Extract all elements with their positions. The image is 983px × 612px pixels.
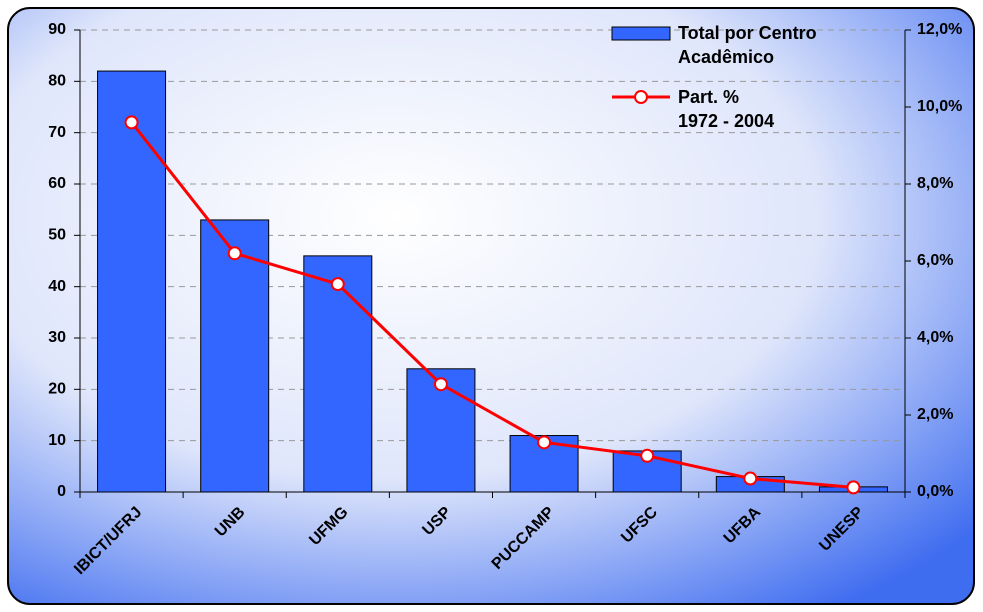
y-tick-label: 80 <box>48 73 66 90</box>
y2-tick-label: 10,0% <box>917 98 962 115</box>
marker <box>537 435 552 450</box>
marker <box>640 448 655 463</box>
marker <box>743 471 758 486</box>
y2-tick-label: 2,0% <box>917 406 953 423</box>
y2-tick-label: 6,0% <box>917 252 953 269</box>
marker <box>330 277 345 292</box>
bar <box>200 219 270 493</box>
bar <box>303 255 373 493</box>
y-tick-label: 40 <box>48 278 66 295</box>
marker <box>846 480 861 495</box>
y2-tick-label: 8,0% <box>917 175 953 192</box>
y-tick-label: 30 <box>48 329 66 346</box>
marker <box>227 246 242 261</box>
y-tick-label: 0 <box>57 483 66 500</box>
y-tick-label: 20 <box>48 381 66 398</box>
bar <box>97 70 167 493</box>
y-tick-label: 70 <box>48 124 66 141</box>
y-tick-label: 10 <box>48 432 66 449</box>
legend-marker <box>634 90 648 104</box>
y-tick-label: 90 <box>48 21 66 38</box>
marker <box>433 377 448 392</box>
legend-swatch <box>611 26 671 41</box>
line <box>130 121 854 489</box>
marker <box>124 115 139 130</box>
y2-tick-label: 0,0% <box>917 483 953 500</box>
y2-tick-label: 4,0% <box>917 329 953 346</box>
legend-label: Part. % 1972 - 2004 <box>678 87 775 131</box>
legend-label: Total por Centro Acadêmico <box>678 23 817 67</box>
y2-tick-label: 12,0% <box>917 21 962 38</box>
y-tick-label: 50 <box>48 227 66 244</box>
y-tick-label: 60 <box>48 175 66 192</box>
